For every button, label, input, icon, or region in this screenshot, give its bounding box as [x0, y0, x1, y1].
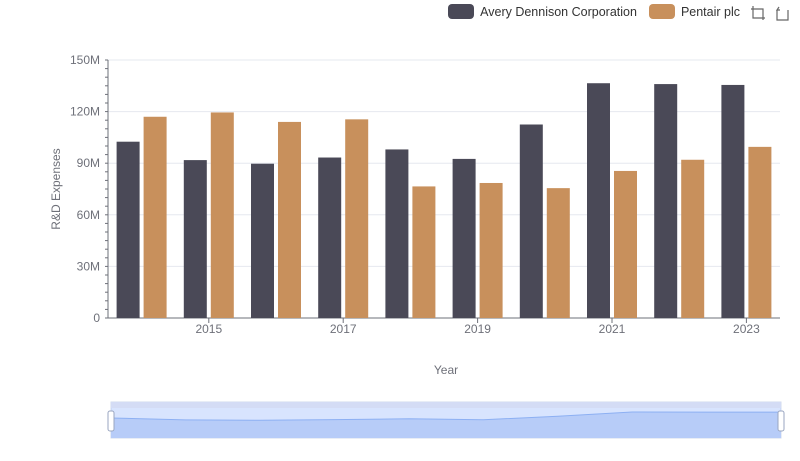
- data-zoom-move-bar[interactable]: [111, 402, 781, 408]
- data-zoom-area: [111, 412, 781, 438]
- legend-item-avery[interactable]: Avery Dennison Corporation: [448, 4, 637, 19]
- legend-label-avery: Avery Dennison Corporation: [480, 4, 637, 19]
- zoom-icon[interactable]: [750, 5, 766, 21]
- x-axis-title: Year: [434, 363, 458, 377]
- bar-pentair-2022: [681, 159, 705, 318]
- y-tick-label: 0: [93, 311, 100, 325]
- x-tick-label: 2023: [733, 322, 760, 336]
- y-tick-label: 90M: [77, 156, 100, 170]
- x-tick-label: 2021: [599, 322, 626, 336]
- bar-pentair-2016: [278, 121, 301, 318]
- x-tick-label: 2017: [330, 322, 357, 336]
- bar-pentair-2021: [614, 170, 637, 318]
- bar-avery-2022: [654, 84, 678, 318]
- legend-item-pentair[interactable]: Pentair plc: [648, 4, 740, 19]
- y-tick-label: 60M: [77, 208, 100, 222]
- bar-avery-2020: [519, 124, 543, 318]
- bar-pentair-2023: [748, 146, 772, 318]
- y-tick-label: 120M: [70, 105, 100, 119]
- y-axis-title: R&D Expenses: [49, 148, 63, 229]
- legend-swatch-pentair: [648, 4, 675, 19]
- data-zoom-handle-right[interactable]: [777, 410, 785, 432]
- bar-avery-2017: [318, 157, 342, 318]
- y-tick-label: 30M: [77, 259, 100, 273]
- bar-avery-2015: [183, 160, 207, 318]
- bar-pentair-2014: [143, 116, 167, 318]
- bar-avery-2019: [452, 158, 476, 318]
- bar-pentair-2020: [546, 188, 570, 318]
- bar-pentair-2019: [479, 182, 503, 318]
- bar-avery-2014: [116, 141, 140, 318]
- legend-label-pentair: Pentair plc: [680, 4, 740, 19]
- bar-avery-2016: [251, 163, 274, 318]
- data-zoom-line: [110, 411, 782, 421]
- data-zoom-handle-left[interactable]: [107, 410, 115, 432]
- bar-avery-2021: [587, 83, 610, 318]
- y-tick-label: 150M: [70, 53, 100, 67]
- x-tick-label: 2015: [195, 322, 222, 336]
- x-tick-label: 2019: [464, 322, 491, 336]
- legend: Avery Dennison Corporation Pentair plc: [448, 4, 740, 19]
- restore-icon[interactable]: [774, 5, 790, 21]
- bar-avery-2023: [721, 84, 745, 318]
- toolbox: [750, 5, 790, 21]
- legend-swatch-avery: [448, 4, 475, 19]
- bar-pentair-2018: [412, 186, 436, 318]
- bar-pentair-2017: [345, 119, 369, 318]
- bar-avery-2018: [385, 149, 409, 318]
- bar-pentair-2015: [210, 112, 234, 319]
